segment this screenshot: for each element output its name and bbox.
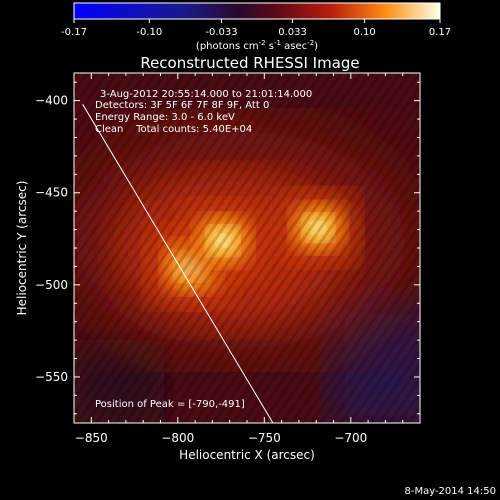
solar-limb-line [82, 104, 274, 423]
annotation-energy-range: Energy Range: 3.0 - 6.0 keV [95, 112, 235, 123]
colorbar-tick-label: -0.17 [61, 27, 87, 38]
colorbar-tick-label: 0.17 [429, 27, 451, 38]
colorbar-unit-label: (photons cm-2 s-1 asec-2) [196, 39, 318, 52]
y-tick-label: −550 [35, 370, 68, 384]
annotation-detectors: Detectors: 3F 5F 6F 7F 8F 9F, Att 0 [95, 100, 269, 111]
annotation-method-counts: Clean Total counts: 5.40E+04 [95, 124, 252, 135]
chart-title: Reconstructed RHESSI Image [140, 54, 359, 72]
colorbar-ticks: -0.17 -0.10 -0.033 0.033 0.10 0.17 [61, 19, 451, 38]
x-tick-label: −850 [75, 431, 108, 445]
colorbar-tick-label: 0.033 [278, 27, 307, 38]
y-axis: −400 −450 −500 −550 [35, 81, 420, 415]
y-tick-label: −500 [35, 278, 68, 292]
x-tick-label: −750 [248, 431, 281, 445]
y-axis-label: Heliocentric Y (arcsec) [15, 181, 29, 316]
x-axis-label: Heliocentric X (arcsec) [179, 448, 315, 462]
x-tick-label: −700 [334, 431, 367, 445]
y-tick-label: −450 [35, 186, 68, 200]
y-tick-label: −400 [35, 94, 68, 108]
colorbar-tick-label: 0.10 [354, 27, 376, 38]
heatmap-image [74, 73, 420, 423]
x-tick-label: −800 [161, 431, 194, 445]
colorbar-tick-label: -0.033 [205, 27, 237, 38]
colorbar-tick-label: -0.10 [136, 27, 162, 38]
annotation-peak-position: Position of Peak = [-790,-491] [95, 399, 245, 410]
footer-date: 8-May-2014 14:50 [404, 486, 496, 497]
colorbar [73, 2, 441, 20]
annotation-time-range: 3-Aug-2012 20:55:14.000 to 21:01:14.000 [100, 89, 312, 100]
x-axis: −850 −800 −750 −700 [75, 73, 404, 445]
